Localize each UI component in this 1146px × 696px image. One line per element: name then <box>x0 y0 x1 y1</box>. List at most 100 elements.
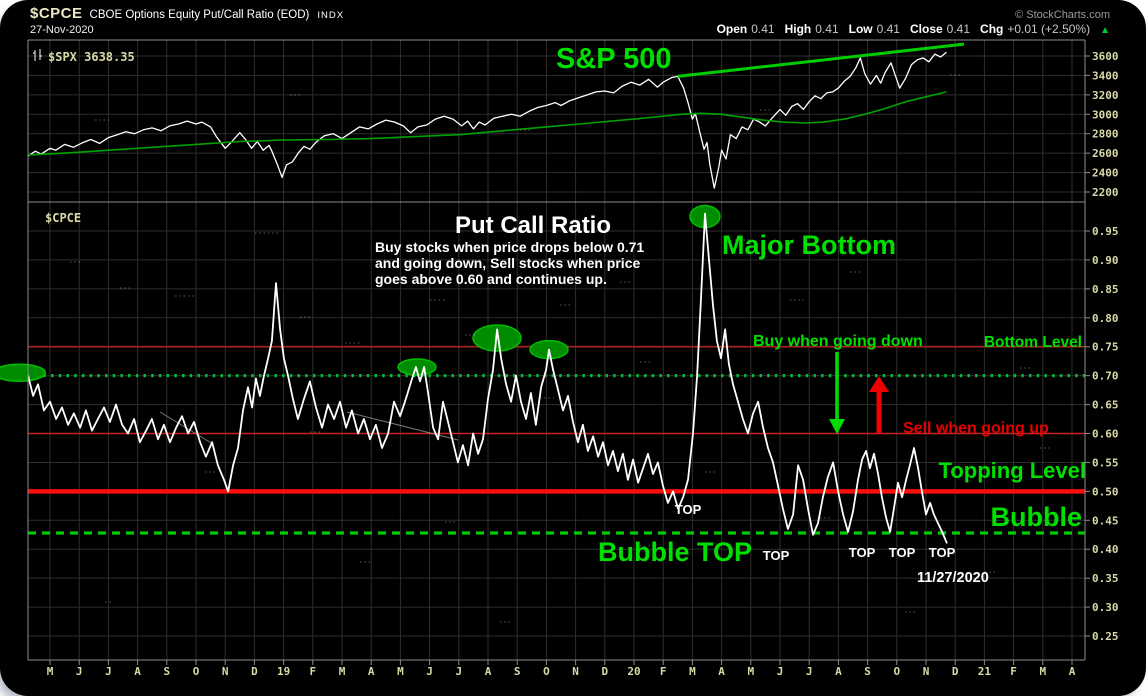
y-tick-label: 2800 <box>1092 128 1119 141</box>
x-tick-label: A <box>718 665 725 678</box>
y-tick-label: 0.95 <box>1092 225 1119 238</box>
x-tick-label: D <box>601 665 608 678</box>
x-tick-label: F <box>309 665 316 678</box>
y-tick-label: 0.60 <box>1092 428 1119 441</box>
x-tick-label: N <box>222 665 229 678</box>
y-tick-label: 0.25 <box>1092 630 1119 643</box>
symbol: $CPCE <box>30 5 83 22</box>
x-tick-label: A <box>1069 665 1076 678</box>
y-tick-label: 0.55 <box>1092 456 1119 469</box>
header-row-2: 27-Nov-2020 Open 0.41 High 0.41 Low 0.41… <box>30 22 1110 36</box>
panel-borders <box>27 39 1086 661</box>
series--spx-close <box>28 51 947 189</box>
x-tick-label: N <box>923 665 930 678</box>
y-tick-label: 0.50 <box>1092 485 1119 498</box>
top-label-2: TOP <box>763 548 790 563</box>
y-tick-label: 0.65 <box>1092 399 1119 412</box>
x-tick-label: J <box>455 665 462 678</box>
open-value: 0.41 <box>751 22 775 36</box>
copyright: © StockCharts.com <box>1015 9 1110 21</box>
top-label-5: TOP <box>929 545 956 560</box>
y-tick-label: 0.70 <box>1092 370 1119 383</box>
low-value: 0.41 <box>876 22 900 36</box>
price-series <box>28 42 965 544</box>
y-tick-label: 0.45 <box>1092 514 1119 527</box>
chart-date: 27-Nov-2020 <box>30 24 94 36</box>
y-tick-label: 0.35 <box>1092 572 1119 585</box>
x-tick-label: S <box>163 665 170 678</box>
series-200-day-moving-average <box>28 91 947 156</box>
y-tick-label: 3400 <box>1092 69 1119 82</box>
annotation-bubble: Bubble <box>991 502 1083 532</box>
x-tick-label: 20 <box>627 665 640 678</box>
close-label: Close <box>909 22 943 36</box>
annotation-major-bottom: Major Bottom <box>722 230 896 260</box>
top-label-3: TOP <box>849 545 876 560</box>
header-row-1: $CPCE CBOE Options Equity Put/Call Ratio… <box>30 5 1110 22</box>
dotted-artifacts <box>70 74 1050 623</box>
symbol-description: CBOE Options Equity Put/Call Ratio (EOD) <box>89 9 310 21</box>
high-value: 0.41 <box>815 22 839 36</box>
top-label-1: TOP <box>675 502 702 517</box>
y-tick-label: 2400 <box>1092 167 1119 180</box>
sell-up-arrow <box>869 376 889 433</box>
annotation-topping-level: Topping Level <box>939 458 1086 483</box>
series-rising-trendline <box>677 42 965 78</box>
x-tick-label: J <box>806 665 813 678</box>
y-tick-label: 3000 <box>1092 108 1119 121</box>
y-tick-label: 0.85 <box>1092 283 1119 296</box>
spx-legend-label: $SPX 3638.35 <box>48 50 135 64</box>
y-tick-label: 0.40 <box>1092 543 1119 556</box>
exchange-label: INDX <box>317 10 345 21</box>
buy-down-arrow <box>829 352 845 434</box>
quote-strip: Open 0.41 High 0.41 Low 0.41 Close 0.41 … <box>717 22 1110 36</box>
candlestick-icon <box>33 49 42 61</box>
x-tick-label: D <box>952 665 959 678</box>
annotation-sell-label: Sell when going up <box>903 420 1049 437</box>
close-value: 0.41 <box>946 22 971 36</box>
open-label: Open <box>716 22 748 36</box>
x-tick-label: M <box>1039 665 1046 678</box>
chg-value: +0.01 (+2.50%) <box>1007 22 1091 36</box>
strategy-text-line2: and going down, Sell stocks when price <box>375 255 640 271</box>
strategy-text-line3: goes above 0.60 and continues up. <box>375 271 607 287</box>
x-tick-label: J <box>426 665 433 678</box>
y-tick-label: 0.75 <box>1092 341 1119 354</box>
x-tick-label: O <box>543 665 550 678</box>
highlight-ellipse <box>397 358 437 376</box>
x-tick-label: J <box>76 665 83 678</box>
x-tick-label: S <box>864 665 871 678</box>
minor-trendlines <box>159 411 459 445</box>
y-tick-label: 3200 <box>1092 89 1119 102</box>
x-tick-label: F <box>660 665 667 678</box>
x-tick-label: J <box>777 665 784 678</box>
annotation-bubble-top: Bubble TOP <box>598 537 752 567</box>
top-label-4: TOP <box>889 545 916 560</box>
low-label: Low <box>848 22 873 36</box>
x-tick-label: A <box>835 665 842 678</box>
annotation-end-date: 11/27/2020 <box>917 570 989 586</box>
y-tick-label: 0.80 <box>1092 312 1119 325</box>
x-tick-label: A <box>134 665 141 678</box>
chart-header: $CPCE CBOE Options Equity Put/Call Ratio… <box>30 5 1110 36</box>
x-tick-label: S <box>514 665 521 678</box>
x-tick-label: M <box>397 665 404 678</box>
x-tick-label: 19 <box>277 665 290 678</box>
y-tick-label: 2600 <box>1092 147 1119 160</box>
axis-ticks: 2200 2400 2600 2800 3000 3200 3400 3600 0.25 0.30… <box>47 50 1119 678</box>
high-label: High <box>784 22 812 36</box>
chg-label: Chg <box>980 22 1004 36</box>
x-tick-label: M <box>47 665 54 678</box>
change-up-triangle: ▲ <box>1100 25 1110 36</box>
annotation-sp500: S&P 500 <box>556 43 672 75</box>
x-tick-label: M <box>339 665 346 678</box>
y-tick-label: 0.90 <box>1092 254 1119 267</box>
y-tick-label: 2200 <box>1092 186 1119 199</box>
series--cpce-put-call-ratio <box>28 212 948 544</box>
x-tick-label: F <box>1010 665 1017 678</box>
y-tick-label: 3600 <box>1092 50 1119 63</box>
highlight-ellipse <box>0 363 47 383</box>
